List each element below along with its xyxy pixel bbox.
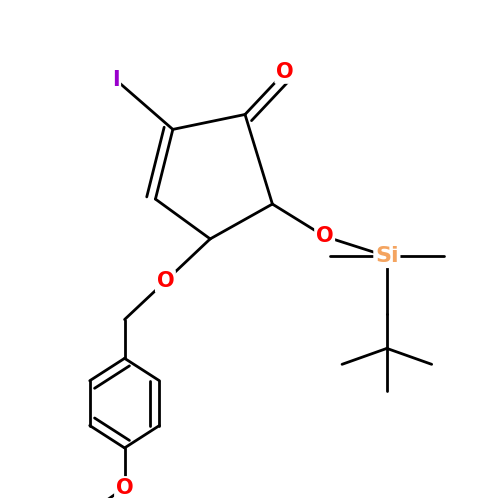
Text: O: O [116,478,134,498]
Text: O: O [316,226,334,246]
Text: Si: Si [375,246,398,266]
Text: I: I [112,70,120,89]
Text: O: O [276,62,293,82]
Text: O: O [156,271,174,291]
